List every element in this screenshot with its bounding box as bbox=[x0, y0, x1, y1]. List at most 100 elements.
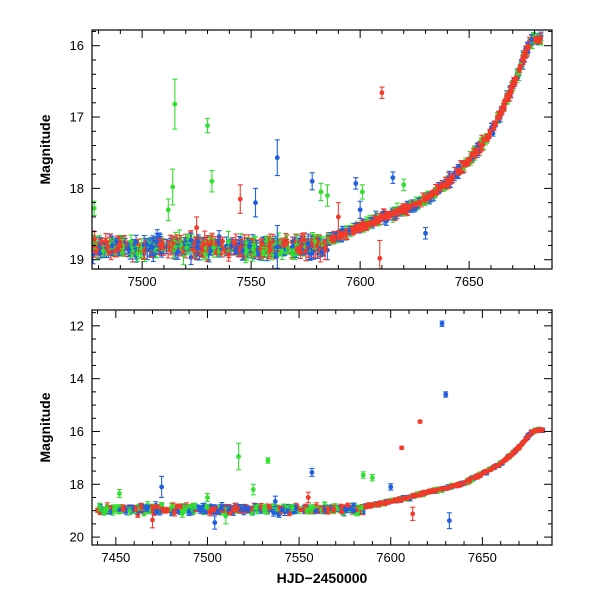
x-tick-label: 7650 bbox=[468, 550, 497, 565]
data-point-red bbox=[399, 445, 405, 451]
x-tick-label: 7500 bbox=[193, 550, 222, 565]
data-point bbox=[103, 232, 109, 250]
data-point-red bbox=[410, 506, 416, 521]
data-point bbox=[537, 427, 543, 433]
data-point-green bbox=[401, 178, 407, 192]
plot-frame bbox=[91, 29, 553, 270]
data-point-red bbox=[335, 202, 341, 232]
data-point bbox=[502, 457, 508, 463]
data-point bbox=[526, 43, 532, 50]
data-point bbox=[339, 509, 345, 515]
y-tick-label: 18 bbox=[70, 181, 84, 196]
data-point bbox=[159, 241, 165, 251]
data-point bbox=[304, 507, 310, 515]
data-point bbox=[170, 504, 176, 510]
data-point bbox=[493, 120, 499, 127]
data-point-green bbox=[324, 184, 330, 207]
data-point-red bbox=[149, 511, 155, 529]
data-point bbox=[209, 506, 215, 513]
top-panel: 7500 7550 7600 7650 16 17 18 19 Magnitude bbox=[37, 29, 553, 289]
data-point bbox=[188, 232, 194, 248]
y-tick-label: 14 bbox=[70, 371, 84, 386]
data-point bbox=[172, 508, 178, 517]
y-tick-label: 20 bbox=[70, 530, 84, 545]
data-point bbox=[184, 242, 190, 253]
data-point bbox=[343, 506, 349, 512]
data-point-red bbox=[377, 239, 383, 269]
data-point-red bbox=[417, 419, 423, 425]
data-point-blue bbox=[357, 200, 363, 219]
data-point bbox=[289, 248, 295, 260]
data-point bbox=[308, 506, 314, 511]
data-point-red bbox=[194, 216, 200, 239]
data-point bbox=[417, 492, 423, 498]
data-point bbox=[120, 504, 126, 512]
data-point bbox=[161, 507, 167, 514]
data-point bbox=[215, 246, 221, 257]
data-point bbox=[175, 243, 181, 260]
data-point bbox=[399, 496, 405, 502]
data-point bbox=[328, 235, 334, 241]
data-point-green bbox=[265, 457, 271, 464]
data-point bbox=[405, 494, 411, 500]
y-tick-label: 18 bbox=[70, 477, 84, 492]
data-point bbox=[439, 485, 445, 491]
data-point bbox=[289, 503, 295, 512]
data-point bbox=[271, 508, 277, 517]
data-point bbox=[338, 233, 344, 239]
data-point bbox=[516, 67, 522, 74]
data-point-blue bbox=[272, 495, 278, 508]
data-point bbox=[116, 237, 122, 252]
data-point bbox=[253, 504, 259, 511]
x-axis-label: HJD−2450000 bbox=[277, 570, 368, 586]
data-point bbox=[233, 505, 239, 513]
data-point bbox=[522, 49, 528, 55]
data-point bbox=[473, 474, 479, 480]
y-tick-label: 16 bbox=[70, 424, 84, 439]
data-point bbox=[491, 464, 497, 470]
data-point bbox=[319, 247, 325, 257]
data-point bbox=[520, 56, 526, 62]
data-point bbox=[145, 504, 151, 510]
data-point bbox=[250, 243, 256, 256]
data-point-blue bbox=[388, 483, 394, 491]
data-point bbox=[390, 498, 396, 504]
data-point-green bbox=[223, 507, 229, 525]
y-axis-label: Magnitude bbox=[37, 392, 53, 462]
data-point bbox=[378, 500, 384, 506]
x-tick-label: 7600 bbox=[376, 550, 405, 565]
data-point bbox=[417, 199, 423, 205]
data-point bbox=[391, 210, 397, 217]
data-point bbox=[382, 500, 388, 506]
data-point bbox=[245, 505, 251, 513]
data-point-green bbox=[369, 473, 375, 482]
data-point bbox=[484, 468, 490, 474]
data-point bbox=[260, 246, 266, 257]
data-point bbox=[478, 471, 484, 477]
data-point bbox=[208, 246, 214, 256]
data-area bbox=[92, 31, 544, 269]
data-point bbox=[196, 504, 202, 510]
data-point-blue bbox=[309, 172, 315, 191]
data-point bbox=[127, 507, 133, 516]
data-point bbox=[499, 108, 505, 114]
data-point bbox=[520, 440, 526, 445]
x-tick-label: 7550 bbox=[285, 550, 314, 565]
data-point bbox=[96, 502, 102, 512]
data-point bbox=[351, 508, 357, 514]
data-point bbox=[387, 212, 393, 219]
data-point bbox=[444, 485, 450, 491]
data-point-blue bbox=[353, 177, 359, 190]
data-point bbox=[422, 197, 428, 203]
data-point bbox=[92, 230, 98, 248]
data-point bbox=[113, 504, 119, 510]
data-point bbox=[513, 75, 519, 81]
data-point-blue bbox=[253, 187, 259, 218]
data-point bbox=[153, 236, 159, 248]
y-tick-label: 12 bbox=[70, 318, 84, 333]
x-tick-label: 7600 bbox=[346, 274, 375, 289]
data-point bbox=[467, 476, 473, 482]
data-point bbox=[491, 125, 497, 131]
data-point bbox=[474, 148, 480, 155]
